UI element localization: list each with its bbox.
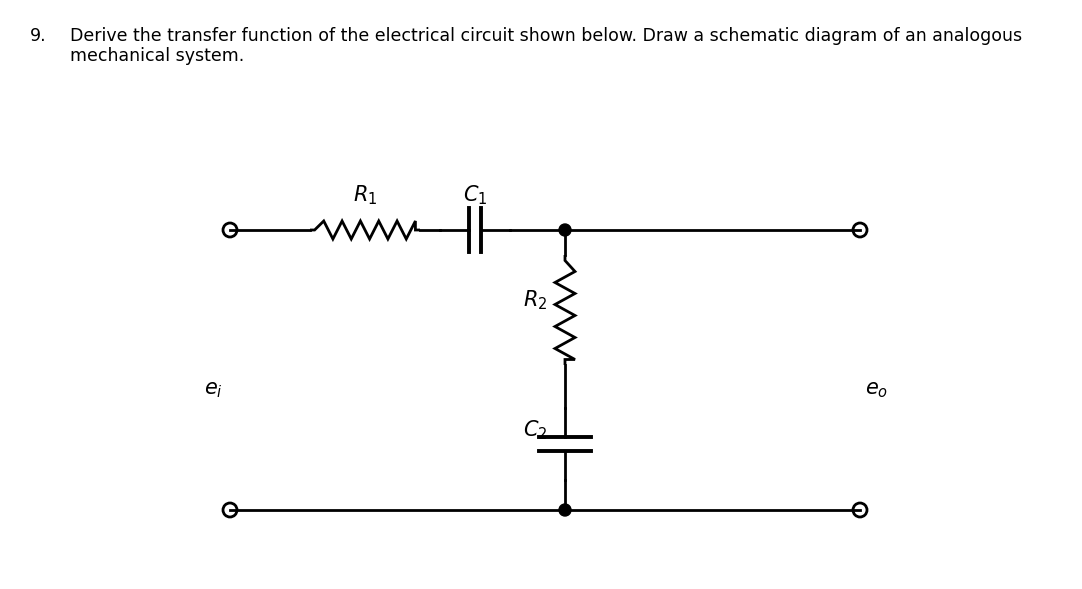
Text: $e_i$: $e_i$ [203, 380, 223, 400]
Text: $R_2$: $R_2$ [523, 288, 547, 312]
Text: $e_o$: $e_o$ [866, 380, 888, 400]
Text: $R_1$: $R_1$ [353, 183, 378, 207]
Circle shape [559, 504, 571, 516]
Text: Derive the transfer function of the electrical circuit shown below. Draw a schem: Derive the transfer function of the elec… [70, 27, 1022, 65]
Circle shape [559, 224, 571, 236]
Text: 9.: 9. [30, 27, 47, 45]
Text: $C_1$: $C_1$ [463, 183, 487, 207]
Text: $C_2$: $C_2$ [523, 418, 547, 442]
